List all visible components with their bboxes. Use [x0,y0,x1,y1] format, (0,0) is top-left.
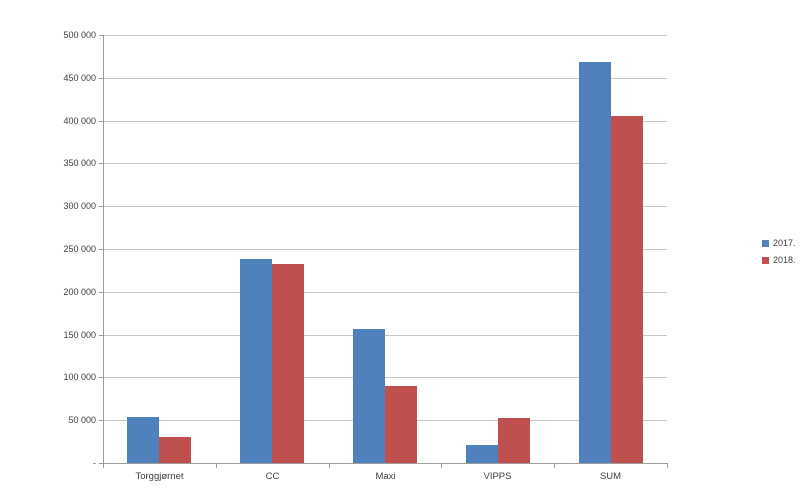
x-axis-tick [329,463,330,468]
y-axis-tick [99,249,103,250]
legend-swatch-icon [762,256,769,264]
y-axis-tick-label: 300 000 [63,201,96,211]
y-axis-tick-label: 200 000 [63,287,96,297]
y-axis-tick-label: - [93,458,96,468]
gridline [103,78,667,79]
gridline [103,35,667,36]
bar-2018-sum [611,116,643,463]
x-axis-tick [554,463,555,468]
legend-item-2017: 2017. [762,238,796,248]
bar-2017-vipps [466,445,498,463]
gridline [103,292,667,293]
y-axis-tick [99,420,103,421]
y-axis-tick [99,35,103,36]
y-axis-tick [99,335,103,336]
gridline [103,163,667,164]
y-axis-tick-label: 250 000 [63,244,96,254]
bar-2017-cc [240,259,272,463]
y-axis-tick [99,463,103,464]
x-axis-tick [667,463,668,468]
legend-label: 2018. [773,255,796,265]
y-axis-tick-label: 450 000 [63,73,96,83]
bar-2017-torggjrnet [127,417,159,463]
gridline [103,206,667,207]
gridline [103,249,667,250]
bar-2018-maxi [385,386,417,463]
y-axis-line [103,35,104,467]
y-axis-tick-label: 350 000 [63,158,96,168]
y-axis-tick-label: 150 000 [63,330,96,340]
y-axis-tick-label: 500 000 [63,30,96,40]
x-axis-category-label: VIPPS [483,471,512,482]
gridline [103,335,667,336]
x-axis-tick [103,463,104,468]
x-axis-category-label: Torggjørnet [135,471,184,482]
gridline [103,377,667,378]
bar-2017-maxi [353,329,385,463]
y-axis-tick-label: 100 000 [63,372,96,382]
x-axis-category-label: SUM [599,471,622,482]
x-axis-category-label: CC [265,471,280,482]
legend-label: 2017. [773,238,796,248]
y-axis-tick [99,121,103,122]
x-axis-tick [216,463,217,468]
legend-item-2018: 2018. [762,255,796,265]
bar-2018-torggjrnet [159,437,191,463]
bar-2017-sum [579,62,611,463]
x-axis-line [103,463,667,464]
bar-2018-vipps [498,418,530,463]
x-axis-tick [441,463,442,468]
legend-swatch-icon [762,239,769,247]
y-axis-tick [99,377,103,378]
y-axis-tick [99,292,103,293]
y-axis-tick-label: 50 000 [68,415,96,425]
gridline [103,121,667,122]
bar-2018-cc [272,264,304,463]
y-axis-tick [99,206,103,207]
y-axis-tick [99,78,103,79]
x-axis-category-label: Maxi [375,471,396,482]
y-axis-tick [99,163,103,164]
y-axis-tick-label: 400 000 [63,116,96,126]
